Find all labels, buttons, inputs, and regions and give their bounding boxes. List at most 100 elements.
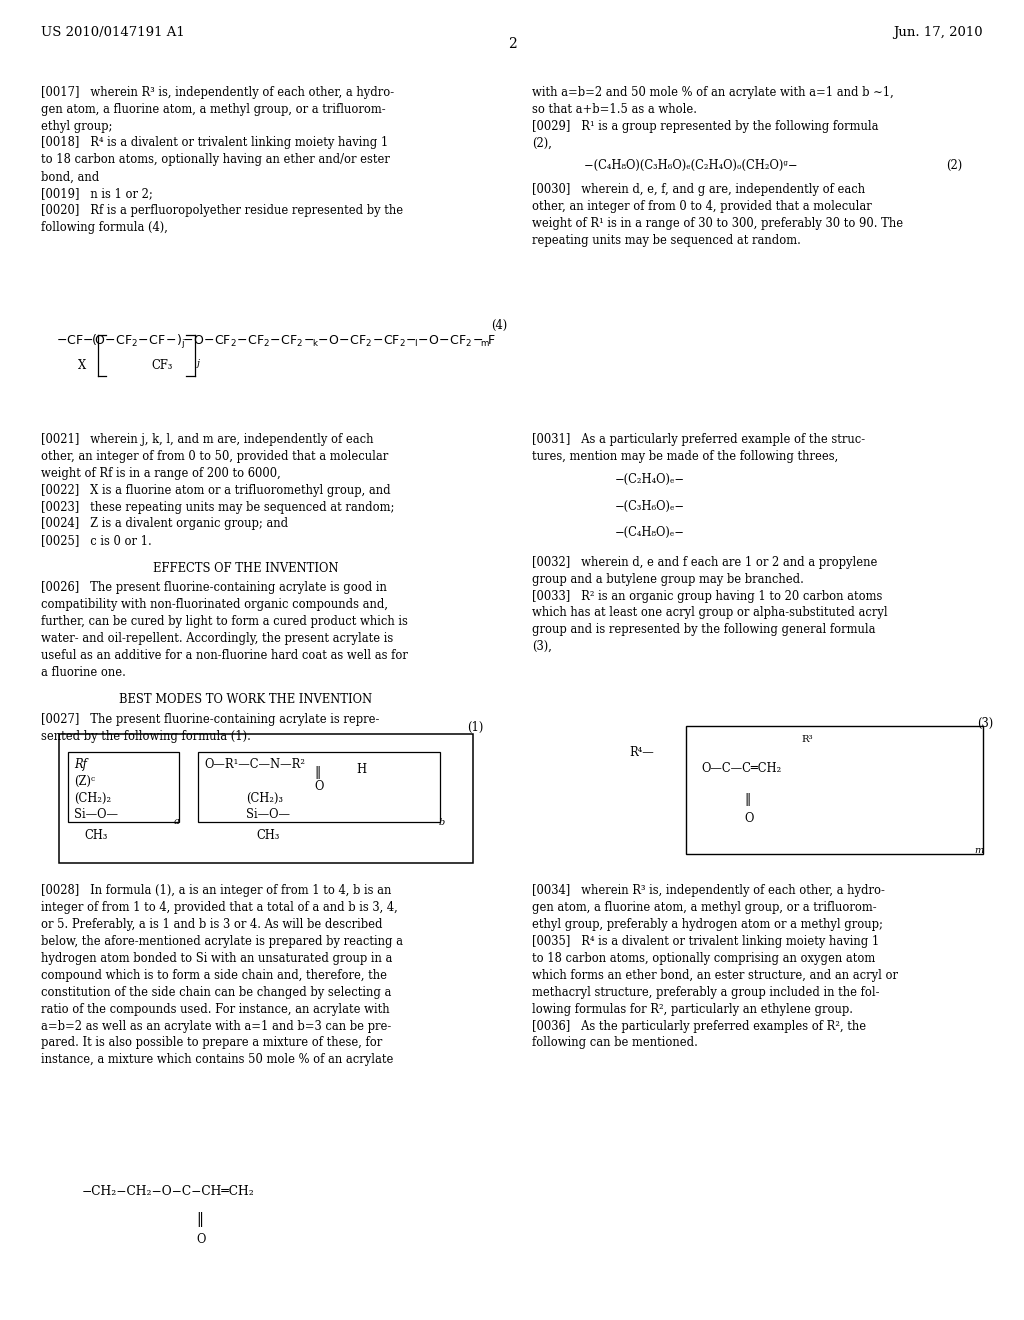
Text: R⁴—: R⁴— xyxy=(630,746,654,759)
Text: (Z)ᶜ: (Z)ᶜ xyxy=(74,775,95,788)
Text: O: O xyxy=(197,1233,206,1246)
Text: (3): (3) xyxy=(977,717,993,730)
Text: O: O xyxy=(314,780,324,792)
Text: group and is represented by the following general formula: group and is represented by the followin… xyxy=(532,623,876,636)
Text: ‖: ‖ xyxy=(744,793,751,807)
Text: [0020]   Rf is a perfluoropolyether residue represented by the: [0020] Rf is a perfluoropolyether residu… xyxy=(41,205,403,216)
Text: bond, and: bond, and xyxy=(41,170,99,183)
Text: [0024]   Z is a divalent organic group; and: [0024] Z is a divalent organic group; an… xyxy=(41,517,288,531)
Text: or 5. Preferably, a is 1 and b is 3 or 4. As will be described: or 5. Preferably, a is 1 and b is 3 or 4… xyxy=(41,919,382,931)
Text: 2: 2 xyxy=(508,37,516,51)
Text: O: O xyxy=(744,812,754,825)
Text: [0025]   c is 0 or 1.: [0025] c is 0 or 1. xyxy=(41,535,152,548)
Text: a: a xyxy=(174,817,180,825)
Text: tures, mention may be made of the following threes,: tures, mention may be made of the follow… xyxy=(532,450,839,463)
Text: ethyl group, preferably a hydrogen atom or a methyl group;: ethyl group, preferably a hydrogen atom … xyxy=(532,919,884,931)
Text: constitution of the side chain can be changed by selecting a: constitution of the side chain can be ch… xyxy=(41,986,391,999)
Text: O—C—C═CH₂: O—C—C═CH₂ xyxy=(701,762,781,775)
Text: Rf: Rf xyxy=(74,758,87,771)
Text: b: b xyxy=(438,818,444,826)
Text: pared. It is also possible to prepare a mixture of these, for: pared. It is also possible to prepare a … xyxy=(41,1036,382,1049)
Text: CH₃: CH₃ xyxy=(84,829,108,842)
Text: [0028]   In formula (1), a is an integer of from 1 to 4, b is an: [0028] In formula (1), a is an integer o… xyxy=(41,884,391,898)
Text: [0023]   these repeating units may be sequenced at random;: [0023] these repeating units may be sequ… xyxy=(41,500,394,513)
Text: which has at least one acryl group or alpha-substituted acryl: which has at least one acryl group or al… xyxy=(532,606,888,619)
Text: [0032]   wherein d, e and f each are 1 or 2 and a propylene: [0032] wherein d, e and f each are 1 or … xyxy=(532,556,878,569)
Text: below, the afore-mentioned acrylate is prepared by reacting a: below, the afore-mentioned acrylate is p… xyxy=(41,935,403,948)
Text: BEST MODES TO WORK THE INVENTION: BEST MODES TO WORK THE INVENTION xyxy=(119,693,373,706)
Text: lowing formulas for R², particularly an ethylene group.: lowing formulas for R², particularly an … xyxy=(532,1003,853,1015)
Text: further, can be cured by light to form a cured product which is: further, can be cured by light to form a… xyxy=(41,615,408,628)
Text: hydrogen atom bonded to Si with an unsaturated group in a: hydrogen atom bonded to Si with an unsat… xyxy=(41,952,392,965)
Text: [0035]   R⁴ is a divalent or trivalent linking moiety having 1: [0035] R⁴ is a divalent or trivalent lin… xyxy=(532,935,880,948)
Text: sented by the following formula (1).: sented by the following formula (1). xyxy=(41,730,251,743)
Text: with a=b=2 and 50 mole % of an acrylate with a=1 and b ∼1,: with a=b=2 and 50 mole % of an acrylate … xyxy=(532,86,894,99)
Text: (CH₂)₃: (CH₂)₃ xyxy=(246,792,283,804)
Text: water- and oil-repellent. Accordingly, the present acrylate is: water- and oil-repellent. Accordingly, t… xyxy=(41,632,393,645)
Text: [0034]   wherein R³ is, independently of each other, a hydro-: [0034] wherein R³ is, independently of e… xyxy=(532,884,886,898)
Text: m: m xyxy=(974,846,983,855)
Text: US 2010/0147191 A1: US 2010/0147191 A1 xyxy=(41,26,184,40)
Text: methacryl structure, preferably a group included in the fol-: methacryl structure, preferably a group … xyxy=(532,986,880,999)
Text: X: X xyxy=(78,359,86,372)
Text: (1): (1) xyxy=(467,721,483,734)
Text: [0029]   R¹ is a group represented by the following formula: [0029] R¹ is a group represented by the … xyxy=(532,120,879,132)
Text: other, an integer of from 0 to 4, provided that a molecular: other, an integer of from 0 to 4, provid… xyxy=(532,201,872,214)
Text: to 18 carbon atoms, optionally having an ether and/or ester: to 18 carbon atoms, optionally having an… xyxy=(41,153,390,166)
Text: ethyl group;: ethyl group; xyxy=(41,120,113,132)
Text: [0021]   wherein j, k, l, and m are, independently of each: [0021] wherein j, k, l, and m are, indep… xyxy=(41,433,374,446)
Text: [0030]   wherein d, e, f, and g are, independently of each: [0030] wherein d, e, f, and g are, indep… xyxy=(532,183,865,197)
Text: O—R¹—C—N—R²: O—R¹—C—N—R² xyxy=(205,758,306,771)
Bar xyxy=(59,734,473,863)
Text: following formula (4),: following formula (4), xyxy=(41,220,168,234)
Text: [0026]   The present fluorine-containing acrylate is good in: [0026] The present fluorine-containing a… xyxy=(41,581,387,594)
Text: group and a butylene group may be branched.: group and a butylene group may be branch… xyxy=(532,573,805,586)
Text: [0033]   R² is an organic group having 1 to 20 carbon atoms: [0033] R² is an organic group having 1 t… xyxy=(532,590,883,602)
Text: −(C₄H₈O)ₑ−: −(C₄H₈O)ₑ− xyxy=(614,525,684,539)
Text: useful as an additive for a non-fluorine hard coat as well as for: useful as an additive for a non-fluorine… xyxy=(41,649,408,661)
Text: −CH₂−CH₂−O−C−CH═CH₂: −CH₂−CH₂−O−C−CH═CH₂ xyxy=(82,1185,255,1199)
Text: [0027]   The present fluorine-containing acrylate is repre-: [0027] The present fluorine-containing a… xyxy=(41,713,379,726)
Text: compound which is to form a side chain and, therefore, the: compound which is to form a side chain a… xyxy=(41,969,387,982)
Bar xyxy=(68,752,179,822)
Text: $\mathsf{-CF\!-\!\!\left(\!O\!-\!CF_2\!-\!CF\!-\!\right)_j\!\!-\!O\!-\!CF_2\!-\!: $\mathsf{-CF\!-\!\!\left(\!O\!-\!CF_2\!-… xyxy=(56,333,497,351)
Text: a=b=2 as well as an acrylate with a=1 and b=3 can be pre-: a=b=2 as well as an acrylate with a=1 an… xyxy=(41,1019,391,1032)
Text: Si—O—: Si—O— xyxy=(74,808,118,821)
Text: R³: R³ xyxy=(802,735,813,744)
Text: (2),: (2), xyxy=(532,136,552,149)
Text: compatibility with non-fluorinated organic compounds and,: compatibility with non-fluorinated organ… xyxy=(41,598,388,611)
Text: −(C₄H₈O)⁤(C₃H₆O)ₑ(C₂H₄O)ₒ(CH₂O)ᵍ−: −(C₄H₈O)⁤(C₃H₆O)ₑ(C₂H₄O)ₒ(CH₂O)ᵍ− xyxy=(584,158,797,172)
Text: gen atom, a fluorine atom, a methyl group, or a trifluorom-: gen atom, a fluorine atom, a methyl grou… xyxy=(532,902,878,915)
Text: (3),: (3), xyxy=(532,640,552,653)
Bar xyxy=(686,726,983,854)
Text: ratio of the compounds used. For instance, an acrylate with: ratio of the compounds used. For instanc… xyxy=(41,1003,389,1015)
Text: −(C₂H₄O)ₑ−: −(C₂H₄O)ₑ− xyxy=(614,474,684,486)
Text: gen atom, a fluorine atom, a methyl group, or a trifluorom-: gen atom, a fluorine atom, a methyl grou… xyxy=(41,103,386,116)
Text: (CH₂)₂: (CH₂)₂ xyxy=(74,792,111,804)
Text: [0031]   As a particularly preferred example of the struc-: [0031] As a particularly preferred examp… xyxy=(532,433,865,446)
Text: (4): (4) xyxy=(490,319,507,333)
Text: [0036]   As the particularly preferred examples of R², the: [0036] As the particularly preferred exa… xyxy=(532,1019,866,1032)
Text: CF₃: CF₃ xyxy=(152,359,173,372)
Text: (2): (2) xyxy=(946,158,963,172)
Text: to 18 carbon atoms, optionally comprising an oxygen atom: to 18 carbon atoms, optionally comprisin… xyxy=(532,952,876,965)
Text: [0019]   n is 1 or 2;: [0019] n is 1 or 2; xyxy=(41,187,153,201)
Text: [0017]   wherein R³ is, independently of each other, a hydro-: [0017] wherein R³ is, independently of e… xyxy=(41,86,394,99)
Text: −(C₃H₆O)ₑ−: −(C₃H₆O)ₑ− xyxy=(614,499,684,512)
Text: Si—O—: Si—O— xyxy=(246,808,290,821)
Text: other, an integer of from 0 to 50, provided that a molecular: other, an integer of from 0 to 50, provi… xyxy=(41,450,388,463)
Text: weight of R¹ is in a range of 30 to 300, preferably 30 to 90. The: weight of R¹ is in a range of 30 to 300,… xyxy=(532,218,903,230)
Text: j: j xyxy=(197,359,200,368)
Bar xyxy=(198,752,440,822)
Text: EFFECTS OF THE INVENTION: EFFECTS OF THE INVENTION xyxy=(153,562,339,574)
Text: CH₃: CH₃ xyxy=(256,829,280,842)
Text: ‖: ‖ xyxy=(197,1212,204,1226)
Text: following can be mentioned.: following can be mentioned. xyxy=(532,1036,698,1049)
Text: which forms an ether bond, an ester structure, and an acryl or: which forms an ether bond, an ester stru… xyxy=(532,969,898,982)
Text: a fluorine one.: a fluorine one. xyxy=(41,665,126,678)
Text: integer of from 1 to 4, provided that a total of a and b is 3, 4,: integer of from 1 to 4, provided that a … xyxy=(41,902,397,915)
Text: [0018]   R⁴ is a divalent or trivalent linking moiety having 1: [0018] R⁴ is a divalent or trivalent lin… xyxy=(41,136,388,149)
Text: repeating units may be sequenced at random.: repeating units may be sequenced at rand… xyxy=(532,234,802,247)
Text: [0022]   X is a fluorine atom or a trifluoromethyl group, and: [0022] X is a fluorine atom or a trifluo… xyxy=(41,483,390,496)
Text: ‖: ‖ xyxy=(314,766,321,779)
